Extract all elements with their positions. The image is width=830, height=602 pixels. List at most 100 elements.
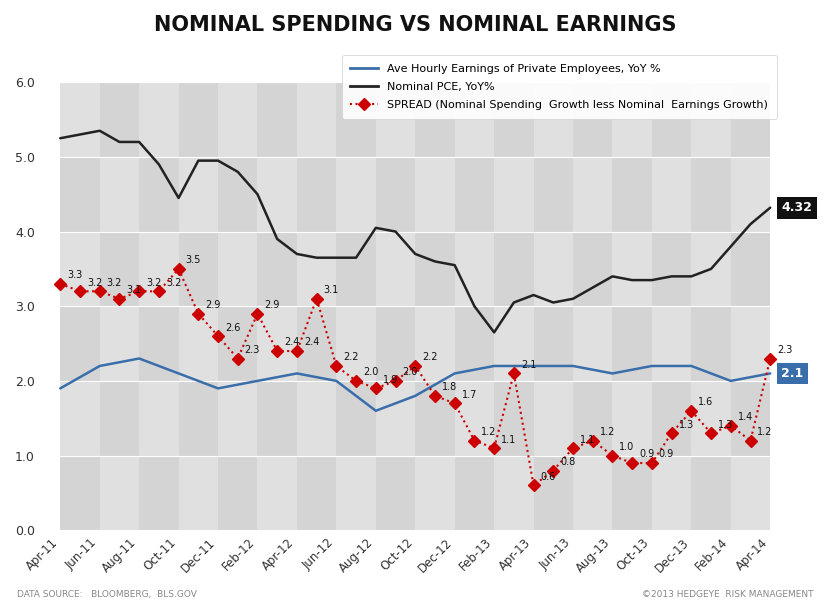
Bar xyxy=(652,456,691,530)
Bar xyxy=(573,306,613,381)
Bar xyxy=(218,82,257,157)
Bar xyxy=(61,157,100,232)
Bar xyxy=(691,456,730,530)
Bar xyxy=(730,306,770,381)
Text: 2.2: 2.2 xyxy=(422,352,437,362)
Text: 1.2: 1.2 xyxy=(758,427,773,437)
Text: 4.32: 4.32 xyxy=(781,201,813,214)
Bar xyxy=(178,381,218,456)
Text: 2.3: 2.3 xyxy=(777,345,793,355)
Bar xyxy=(336,157,376,232)
Bar xyxy=(61,306,100,381)
Bar xyxy=(178,157,218,232)
Text: 1.2: 1.2 xyxy=(481,427,496,437)
Text: 1.8: 1.8 xyxy=(442,382,457,393)
Bar xyxy=(100,381,139,456)
Bar xyxy=(730,381,770,456)
Bar xyxy=(100,157,139,232)
Bar xyxy=(494,232,534,306)
Bar xyxy=(100,82,139,157)
Bar xyxy=(494,381,534,456)
Text: 1.3: 1.3 xyxy=(718,420,733,430)
Bar xyxy=(297,456,336,530)
Text: 1.1: 1.1 xyxy=(501,435,516,444)
Text: 1.6: 1.6 xyxy=(698,397,714,407)
Bar xyxy=(297,157,336,232)
Bar xyxy=(376,232,415,306)
Text: 0.8: 0.8 xyxy=(560,457,575,467)
Bar xyxy=(257,306,297,381)
Text: 1.9: 1.9 xyxy=(383,375,398,385)
Bar xyxy=(613,381,652,456)
Text: 2.6: 2.6 xyxy=(225,323,241,332)
Text: 2.0: 2.0 xyxy=(363,367,378,377)
Bar xyxy=(61,456,100,530)
Bar xyxy=(494,456,534,530)
Bar xyxy=(178,306,218,381)
Bar xyxy=(139,381,178,456)
Text: 3.5: 3.5 xyxy=(186,255,201,265)
Bar xyxy=(573,157,613,232)
Bar xyxy=(691,82,730,157)
Text: ©2013 HEDGEYE  RISK MANAGEMENT: ©2013 HEDGEYE RISK MANAGEMENT xyxy=(642,590,813,599)
Bar xyxy=(691,232,730,306)
Bar xyxy=(613,82,652,157)
Bar xyxy=(455,306,494,381)
Bar xyxy=(613,232,652,306)
Bar xyxy=(455,232,494,306)
Bar xyxy=(376,306,415,381)
Bar xyxy=(218,456,257,530)
Text: 3.2: 3.2 xyxy=(166,278,181,288)
Bar xyxy=(534,157,573,232)
Bar xyxy=(534,456,573,530)
Text: 0.9: 0.9 xyxy=(639,450,654,459)
Text: 1.4: 1.4 xyxy=(738,412,753,422)
Bar xyxy=(336,232,376,306)
Bar xyxy=(61,232,100,306)
Bar xyxy=(691,157,730,232)
Bar xyxy=(218,306,257,381)
Bar xyxy=(652,306,691,381)
Bar xyxy=(218,157,257,232)
Bar xyxy=(730,456,770,530)
Bar xyxy=(415,456,455,530)
Text: 1.2: 1.2 xyxy=(600,427,615,437)
Text: 2.4: 2.4 xyxy=(284,338,300,347)
Bar xyxy=(691,306,730,381)
Bar xyxy=(534,306,573,381)
Text: 0.6: 0.6 xyxy=(540,472,556,482)
Text: 3.3: 3.3 xyxy=(67,270,82,281)
Bar xyxy=(336,306,376,381)
Bar xyxy=(573,456,613,530)
Bar xyxy=(139,456,178,530)
Text: 2.9: 2.9 xyxy=(205,300,221,310)
Bar xyxy=(100,232,139,306)
Bar xyxy=(257,82,297,157)
Bar xyxy=(376,82,415,157)
Bar xyxy=(691,381,730,456)
Bar xyxy=(139,82,178,157)
Bar xyxy=(297,381,336,456)
Bar xyxy=(415,157,455,232)
Text: 3.1: 3.1 xyxy=(324,285,339,295)
Bar xyxy=(455,381,494,456)
Bar xyxy=(534,381,573,456)
Text: DATA SOURCE:   BLOOMBERG,  BLS.GOV: DATA SOURCE: BLOOMBERG, BLS.GOV xyxy=(17,590,197,599)
Bar xyxy=(61,82,100,157)
Bar xyxy=(297,232,336,306)
Text: 2.0: 2.0 xyxy=(403,367,417,377)
Text: 3.2: 3.2 xyxy=(107,278,122,288)
Bar xyxy=(494,82,534,157)
Bar xyxy=(573,82,613,157)
Bar xyxy=(730,157,770,232)
Bar xyxy=(257,157,297,232)
Bar xyxy=(455,157,494,232)
Text: 1.0: 1.0 xyxy=(619,442,635,452)
Bar xyxy=(494,157,534,232)
Bar xyxy=(376,381,415,456)
Text: 2.2: 2.2 xyxy=(344,352,359,362)
Bar xyxy=(257,456,297,530)
Bar xyxy=(178,456,218,530)
Bar xyxy=(178,82,218,157)
Bar xyxy=(534,232,573,306)
